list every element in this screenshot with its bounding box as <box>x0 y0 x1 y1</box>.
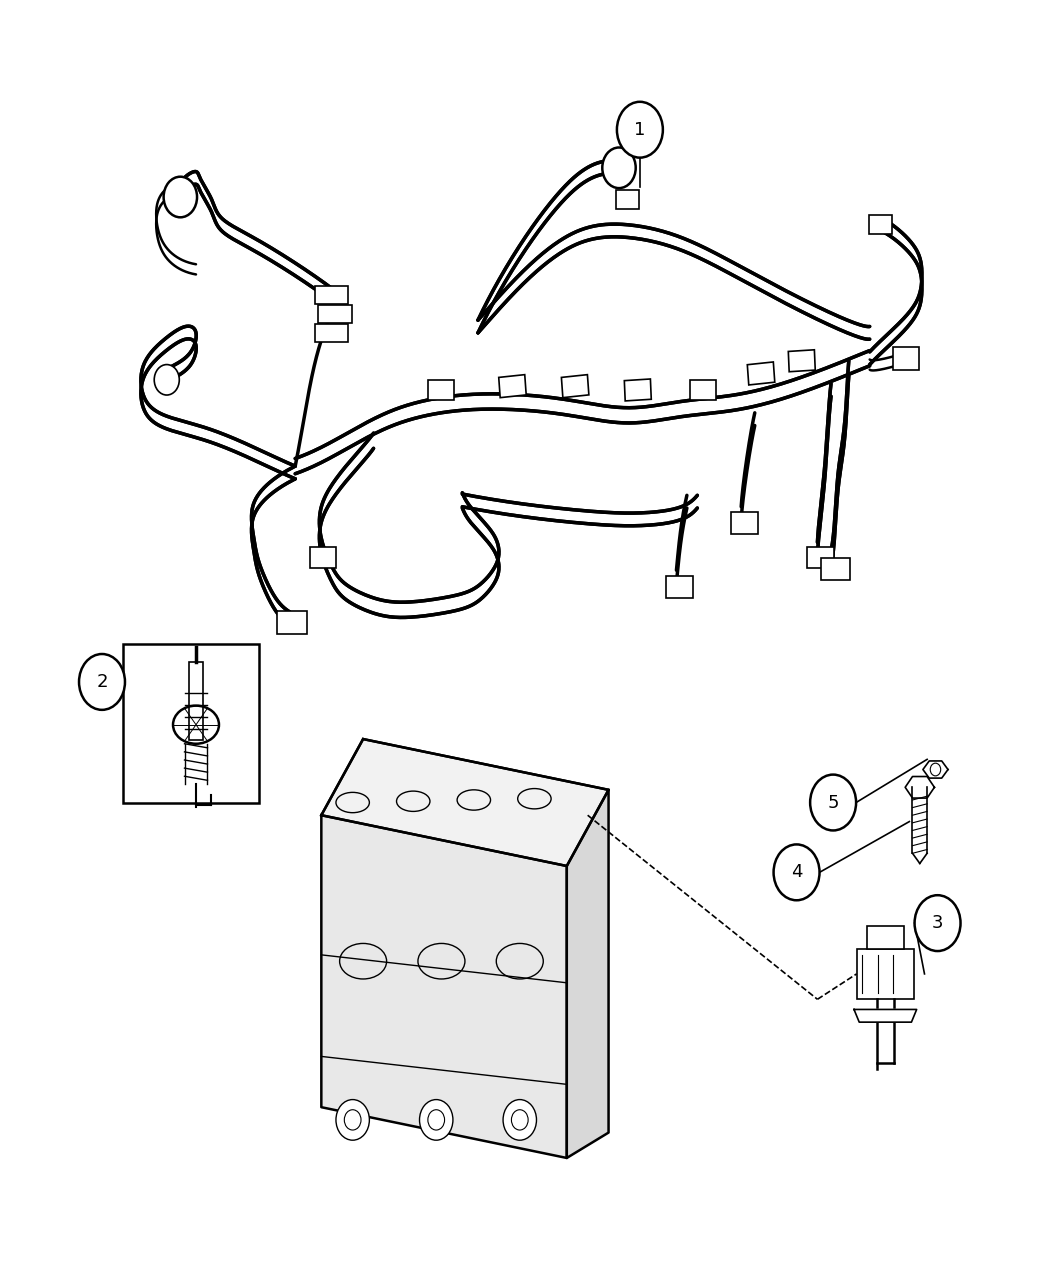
Bar <box>625 379 651 400</box>
Bar <box>311 547 336 567</box>
Circle shape <box>617 102 663 158</box>
Bar <box>315 286 349 303</box>
Circle shape <box>79 654 125 710</box>
Bar <box>428 380 455 400</box>
Text: 4: 4 <box>791 863 802 881</box>
Bar <box>666 576 693 598</box>
Polygon shape <box>923 761 948 778</box>
Bar <box>857 949 915 1000</box>
Polygon shape <box>321 815 567 1158</box>
Bar <box>789 349 815 372</box>
Bar <box>731 513 758 534</box>
Polygon shape <box>854 1010 917 1023</box>
Polygon shape <box>321 740 609 866</box>
Circle shape <box>336 1099 370 1140</box>
Circle shape <box>603 148 635 189</box>
Bar <box>807 547 834 569</box>
Bar <box>318 305 352 323</box>
Circle shape <box>811 775 856 830</box>
Bar <box>616 190 638 209</box>
Circle shape <box>774 844 820 900</box>
Bar <box>277 611 307 634</box>
Text: 2: 2 <box>97 673 108 691</box>
Bar <box>748 362 775 385</box>
Text: 1: 1 <box>634 121 646 139</box>
Circle shape <box>503 1099 537 1140</box>
Bar <box>866 926 904 949</box>
Bar <box>821 557 849 580</box>
Bar <box>868 215 891 235</box>
Polygon shape <box>905 776 934 798</box>
Circle shape <box>154 365 180 395</box>
Bar <box>894 347 920 370</box>
Text: 5: 5 <box>827 793 839 811</box>
Polygon shape <box>567 789 609 1158</box>
Circle shape <box>420 1099 453 1140</box>
Bar <box>562 375 589 398</box>
Bar <box>690 380 716 400</box>
Bar <box>499 375 526 398</box>
Circle shape <box>915 895 961 951</box>
Circle shape <box>164 177 197 217</box>
Text: 3: 3 <box>931 914 943 932</box>
Bar <box>123 644 258 802</box>
Bar <box>315 324 349 342</box>
Bar <box>189 662 204 741</box>
